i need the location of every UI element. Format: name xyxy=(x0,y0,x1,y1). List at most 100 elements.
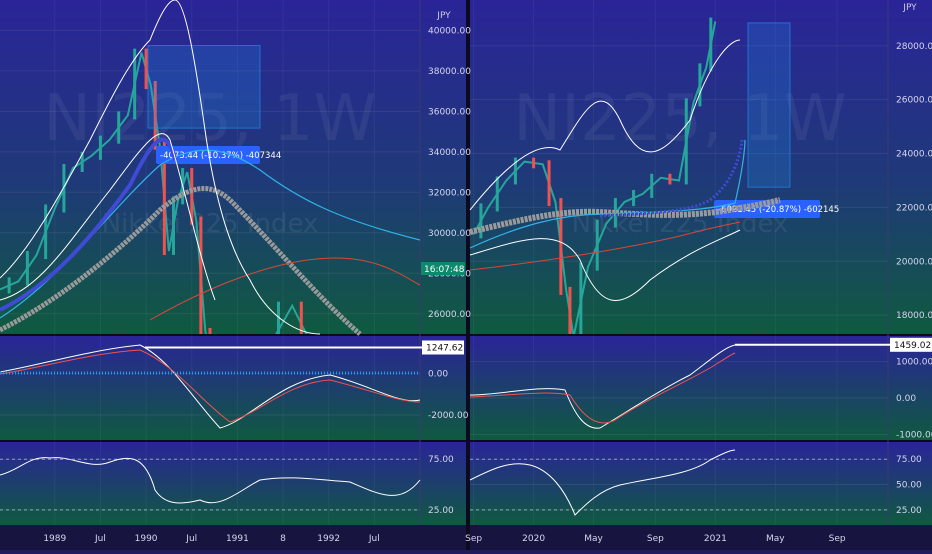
left-price-candle xyxy=(62,164,66,213)
left-price-candle xyxy=(299,301,303,334)
left-price-x-tick-label: Jul xyxy=(94,534,106,544)
right-price-candle xyxy=(559,198,563,295)
right-macd-level-label: 1459.02 xyxy=(894,341,931,351)
right-watermark-symbol: NI225, 1W xyxy=(513,82,847,156)
right-macd-line xyxy=(469,344,736,429)
right-macd-pane[interactable] xyxy=(470,336,932,440)
left-rsi-pane[interactable] xyxy=(0,442,466,525)
left-price-y-tick-label: 30000.00 xyxy=(428,229,471,239)
left-price-candle xyxy=(144,48,148,90)
right-price-x-tick-label: 2020 xyxy=(522,534,545,544)
right-price-candle xyxy=(684,98,688,185)
right-price-candle xyxy=(698,63,702,107)
left-price-x-tick-label: 1990 xyxy=(135,534,158,544)
right-ma-overlays xyxy=(469,39,781,301)
left-price-y-tick-label: 26000.00 xyxy=(428,310,471,320)
left-price-measure-label-bg xyxy=(156,146,260,164)
left-macd-line xyxy=(0,344,421,429)
left-price-candle xyxy=(117,111,121,144)
right-price-measure-label-bg xyxy=(714,200,820,218)
right-price-candle xyxy=(479,203,483,239)
left-macd-level-label-bg xyxy=(422,340,464,355)
left-price-y-tick-label: 38000.00 xyxy=(428,67,471,77)
left-price-candle xyxy=(25,251,29,286)
right-price-y-tick-label: 28000.00 xyxy=(896,42,932,52)
left-price-x-tick-label: Jul xyxy=(368,534,380,544)
right-price-x-tick-label: 2021 xyxy=(704,534,727,544)
right-macd-indicator xyxy=(469,344,736,429)
left-watermark-name: Nikkei 225 Index xyxy=(102,209,319,239)
right-price-candle xyxy=(547,160,551,207)
right-rsi-y-tick-label: 25.00 xyxy=(896,506,922,516)
countdown-label: 16:07:48 xyxy=(424,265,465,275)
left-price-candle xyxy=(162,141,166,256)
right-macd-signal xyxy=(469,352,736,424)
right-price-candle xyxy=(595,219,599,271)
right-price-y-tick-label: 20000.00 xyxy=(896,257,932,267)
left-ma-gray-dots xyxy=(0,186,362,336)
right-price-candle xyxy=(632,189,636,207)
left-macd-level-label: 1247.62 xyxy=(426,343,463,353)
right-currency-label: JPY xyxy=(902,3,917,13)
left-price-x-tick-label: 1991 xyxy=(226,534,249,544)
right-price-candle xyxy=(613,198,617,228)
left-macd-y-tick-label: 0.00 xyxy=(428,369,448,379)
left-watermark-symbol: NI225, 1W xyxy=(43,82,377,156)
left-price-candle xyxy=(171,196,175,256)
left-price-x-tick-label: Jul xyxy=(185,534,197,544)
left-rsi-indicator xyxy=(0,457,421,504)
right-price-x-tick-label: Sep xyxy=(829,534,846,544)
left-price-candle xyxy=(80,151,84,173)
left-price-candle xyxy=(44,204,48,260)
right-price-x-tick-label: May xyxy=(766,534,785,544)
left-price-candle xyxy=(190,168,194,225)
right-price-candle xyxy=(709,17,713,72)
right-price-x-tick-label: May xyxy=(584,534,603,544)
left-rsi-line xyxy=(0,457,421,504)
right-price-pane[interactable] xyxy=(470,0,932,334)
left-bollinger-upper xyxy=(0,0,321,335)
right-price-candle xyxy=(650,173,654,198)
left-price-y-tick-label: 36000.00 xyxy=(428,107,471,117)
left-price-candle xyxy=(199,216,203,334)
chart-split-divider[interactable] xyxy=(466,0,470,550)
right-price-measure-box xyxy=(747,22,791,188)
left-macd-pane[interactable] xyxy=(0,336,466,440)
right-price-measure-label: -6021.45 (-20.87%) -602145 xyxy=(718,205,839,215)
left-price-measure-box xyxy=(147,45,261,129)
right-price-y-tick-label: 22000.00 xyxy=(896,203,932,213)
left-ma-red-line xyxy=(149,257,421,321)
left-price-candle xyxy=(153,81,157,150)
right-price-candle xyxy=(668,173,672,185)
right-ma-blue-dots xyxy=(599,139,744,218)
right-macd-y-tick-label: 0.00 xyxy=(896,394,916,404)
left-macd-indicator xyxy=(0,344,421,429)
right-macd-level-label-bg xyxy=(890,337,932,352)
left-bollinger-lower xyxy=(0,133,216,301)
left-rsi-y-tick-label: 25.00 xyxy=(428,506,454,516)
right-rsi-indicator xyxy=(469,449,736,516)
right-price-y-tick-label: 26000.00 xyxy=(896,96,932,106)
left-rsi-y-tick-label: 75.00 xyxy=(428,455,454,465)
right-rsi-pane[interactable] xyxy=(470,442,932,525)
right-ma-red-line xyxy=(469,221,741,271)
right-price-y-tick-label: 18000.00 xyxy=(896,311,932,321)
left-price-y-tick-label: 32000.00 xyxy=(428,188,471,198)
right-macd-y-tick-label: -1000.00 xyxy=(896,431,932,441)
left-price-candle xyxy=(208,327,212,334)
left-currency-label: JPY xyxy=(436,11,451,21)
left-price-x-tick-label: 1992 xyxy=(317,534,340,544)
right-rsi-y-tick-label: 75.00 xyxy=(896,455,922,465)
left-price-measure-label: -4073.44 (-10.37%) -407344 xyxy=(160,151,281,161)
right-rsi-line xyxy=(469,449,736,516)
left-price-x-tick-label: 1989 xyxy=(43,534,66,544)
right-price-price-series xyxy=(472,21,717,334)
countdown-label-bg xyxy=(421,262,465,275)
right-bollinger-upper xyxy=(469,39,741,211)
left-price-candle xyxy=(98,135,102,160)
left-price-y-tick-label: 34000.00 xyxy=(428,148,471,158)
left-macd-signal xyxy=(0,349,421,423)
left-price-candle xyxy=(276,301,280,334)
